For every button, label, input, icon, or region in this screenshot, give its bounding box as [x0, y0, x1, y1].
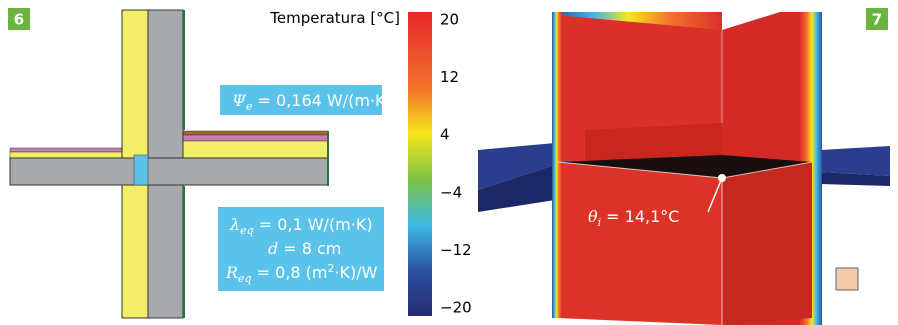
symbol: λ — [229, 215, 240, 234]
value: = 8 cm — [283, 239, 341, 258]
superscript: 2 — [327, 262, 334, 275]
3d-render — [478, 12, 890, 325]
value: ·K)/W — [334, 263, 377, 282]
symbol: θ — [588, 207, 598, 226]
subscript: e — [246, 100, 253, 113]
value: = 14,1°C — [606, 207, 679, 226]
colorbar-tick-label: 4 — [440, 126, 450, 144]
figure: 6 Ψe= 0,164 W/(m·K) λeq= 0,1 W/(m·K) d= … — [0, 0, 898, 325]
colorbar-tick-label: 12 — [440, 68, 459, 86]
panel-label: 6 — [14, 11, 24, 29]
colorbar-tick-label: −12 — [440, 241, 472, 259]
symbol: Ψ — [232, 91, 247, 110]
subscript: i — [598, 216, 602, 229]
value: = 0,1 W/(m·K) — [259, 215, 373, 234]
colorbar-tick-label: −20 — [440, 299, 472, 317]
symbol: R — [225, 263, 238, 282]
panel-label: 7 — [872, 11, 882, 29]
value: = 0,8 (m — [257, 263, 328, 282]
colorbar-title: Temperatura [°C] — [269, 9, 400, 27]
subscript: eq — [240, 224, 254, 237]
colorbar-tick-label: 20 — [440, 11, 459, 29]
colorbar-ticks: 20 12 4 −4 −12 −20 — [440, 11, 472, 317]
subscript: eq — [238, 272, 252, 285]
value: = 0,164 W/(m·K) — [258, 91, 392, 110]
colorbar — [408, 12, 432, 316]
symbol: d — [268, 239, 278, 258]
colorbar-tick-label: −4 — [440, 183, 462, 201]
